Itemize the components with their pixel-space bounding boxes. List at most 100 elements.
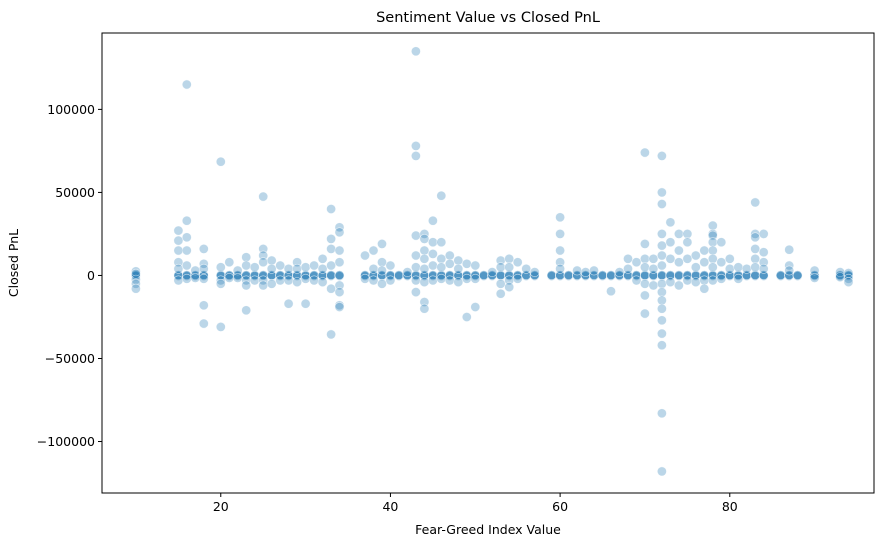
- data-point: [631, 257, 642, 268]
- data-point: [249, 262, 260, 273]
- data-point: [716, 257, 727, 268]
- data-point: [733, 270, 744, 281]
- data-point: [385, 270, 396, 281]
- data-point: [843, 270, 854, 281]
- data-point: [385, 275, 396, 286]
- data-point: [181, 273, 192, 284]
- data-point: [436, 237, 447, 248]
- data-point: [368, 275, 379, 286]
- data-point: [657, 287, 667, 297]
- data-point: [657, 295, 667, 306]
- data-point: [521, 263, 532, 274]
- data-point: [326, 329, 336, 340]
- data-point: [784, 260, 795, 271]
- data-point: [674, 228, 684, 239]
- data-point: [640, 270, 650, 281]
- data-point: [198, 318, 209, 329]
- data-point: [326, 260, 336, 271]
- data-point: [326, 283, 336, 294]
- data-point: [690, 250, 701, 261]
- data-point: [436, 253, 447, 264]
- data-point: [555, 228, 565, 239]
- x-axis-label: Fear-Greed Index Value: [415, 522, 561, 537]
- data-point: [326, 270, 336, 281]
- data-point: [427, 270, 438, 281]
- data-point: [275, 270, 286, 281]
- data-point: [419, 228, 430, 239]
- data-point: [368, 263, 379, 274]
- data-point: [674, 245, 684, 256]
- data-point: [750, 232, 761, 243]
- data-point: [657, 270, 667, 281]
- data-point: [215, 156, 226, 167]
- data-point: [750, 228, 761, 239]
- data-point: [512, 270, 523, 281]
- data-point: [682, 270, 693, 281]
- data-point: [326, 243, 336, 254]
- data-point: [419, 253, 430, 264]
- data-point: [410, 275, 421, 286]
- data-point: [300, 262, 311, 273]
- y-tick-label: 50000: [55, 185, 95, 200]
- data-point: [317, 253, 328, 264]
- data-point: [130, 283, 141, 294]
- data-point: [419, 277, 430, 287]
- data-point: [283, 298, 294, 309]
- data-point: [690, 277, 701, 287]
- data-point: [750, 270, 761, 281]
- data-point: [232, 272, 243, 283]
- data-point: [724, 253, 735, 264]
- data-point: [444, 250, 455, 261]
- data-point: [512, 257, 523, 268]
- data-point: [334, 287, 345, 297]
- data-point: [275, 275, 286, 286]
- data-point: [470, 302, 481, 312]
- data-point: [326, 233, 336, 244]
- data-point: [665, 270, 676, 281]
- data-point: [529, 267, 540, 277]
- data-point: [410, 262, 421, 273]
- data-point: [427, 248, 438, 259]
- data-point: [377, 238, 387, 249]
- data-point: [665, 217, 676, 228]
- data-point: [436, 190, 447, 201]
- data-point: [707, 253, 718, 264]
- data-point: [631, 275, 642, 286]
- data-point: [241, 305, 252, 316]
- data-point: [393, 270, 404, 281]
- data-point: [309, 270, 319, 281]
- data-point: [640, 253, 650, 264]
- data-point: [317, 263, 328, 274]
- data-point: [334, 270, 345, 281]
- data-point: [690, 270, 701, 281]
- data-point: [835, 272, 845, 282]
- data-point: [258, 250, 269, 261]
- data-point: [181, 215, 192, 226]
- data-point: [377, 265, 387, 276]
- data-point: [682, 237, 693, 248]
- data-point: [665, 253, 676, 264]
- data-point: [427, 260, 438, 271]
- data-point: [258, 191, 269, 202]
- data-point: [682, 275, 693, 286]
- data-point: [775, 270, 786, 281]
- data-point: [173, 275, 184, 286]
- data-point: [266, 255, 277, 266]
- data-point: [309, 260, 319, 271]
- data-point: [470, 270, 481, 281]
- data-point: [360, 270, 370, 281]
- data-point: [173, 263, 184, 274]
- data-point: [470, 260, 481, 271]
- data-point: [640, 278, 650, 289]
- data-point: [173, 245, 184, 256]
- data-point: [563, 270, 574, 281]
- data-point: [241, 260, 252, 271]
- data-point: [606, 270, 616, 281]
- data-point: [555, 212, 565, 223]
- data-point: [843, 273, 854, 284]
- data-point: [648, 253, 659, 264]
- data-point: [232, 265, 243, 276]
- data-point: [665, 277, 676, 287]
- data-point: [809, 272, 820, 283]
- data-point: [334, 257, 345, 268]
